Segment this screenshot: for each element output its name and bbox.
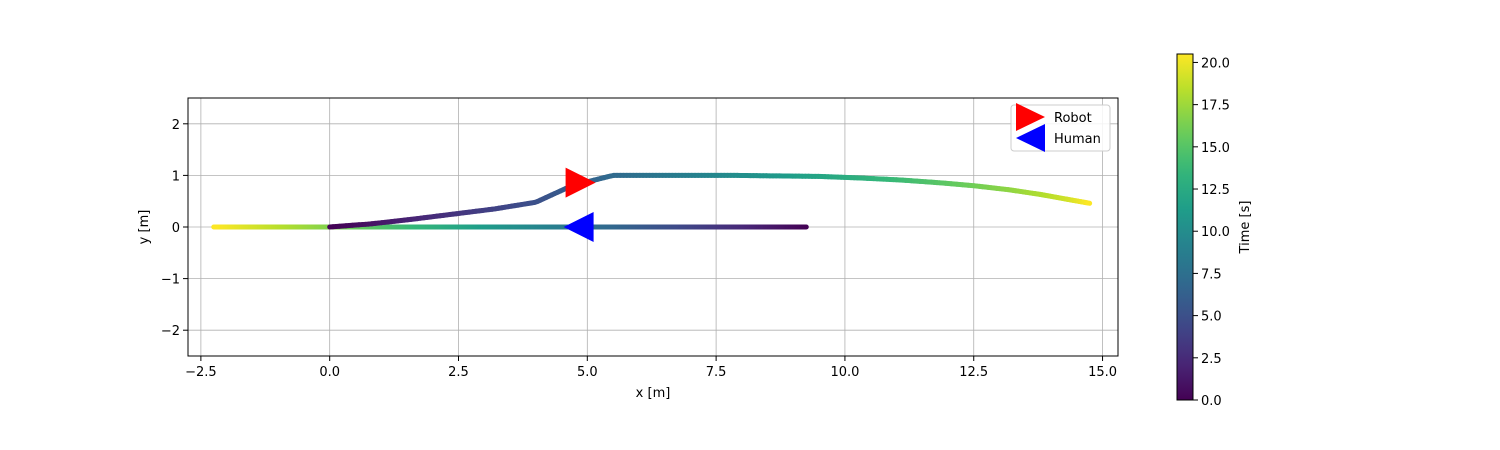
y-tick-label: 0 <box>172 221 180 236</box>
y-axis-ticks: −2 −1 0 1 2 <box>161 118 188 339</box>
x-tick-label: 12.5 <box>959 365 988 380</box>
colorbar: 0.0 2.5 5.0 7.5 10.0 12.5 15.0 17.5 20.0 Time [s… <box>1176 53 1253 409</box>
colorbar-tick-label: 12.5 <box>1201 183 1230 198</box>
colorbar-ticks: 0.0 2.5 5.0 7.5 10.0 12.5 15.0 17.5 20.0 <box>1193 56 1230 409</box>
x-tick-label: 0.0 <box>319 365 340 380</box>
x-tick-label: 7.5 <box>706 365 727 380</box>
x-tick-label: 5.0 <box>577 365 598 380</box>
colorbar-tick-label: 0.0 <box>1201 394 1222 409</box>
x-axis-ticks: −2.5 0.0 2.5 5.0 7.5 10.0 12.5 15.0 <box>185 356 1117 380</box>
human-position-marker <box>563 212 594 242</box>
colorbar-label: Time [s] <box>1238 201 1253 255</box>
legend-human-marker <box>1016 124 1045 152</box>
colorbar-tick-label: 2.5 <box>1201 352 1222 367</box>
x-tick-label: 2.5 <box>448 365 469 380</box>
colorbar-tick-label: 10.0 <box>1201 225 1230 240</box>
legend-robot-label: Robot <box>1054 111 1092 126</box>
robot-position-marker <box>565 167 596 198</box>
trajectories <box>211 172 1093 230</box>
x-tick-label: −2.5 <box>185 365 217 380</box>
colorbar-gradient <box>1176 53 1194 401</box>
legend-human-label: Human <box>1054 132 1101 147</box>
colorbar-tick-label: 7.5 <box>1201 267 1222 282</box>
colorbar-tick-label: 17.5 <box>1201 99 1230 114</box>
y-tick-label: −2 <box>161 324 180 339</box>
y-tick-label: 1 <box>172 169 180 184</box>
colorbar-tick-label: 15.0 <box>1201 141 1230 156</box>
colorbar-tick-label: 5.0 <box>1201 310 1222 325</box>
x-axis-label: x [m] <box>636 386 671 401</box>
y-tick-label: 2 <box>172 118 180 133</box>
trajectory-markers <box>563 167 596 242</box>
y-axis-label: y [m] <box>137 210 152 245</box>
legend-robot-marker <box>1016 103 1045 131</box>
colorbar-tick-label: 20.0 <box>1201 56 1230 71</box>
legend: Robot Human <box>1010 103 1111 152</box>
x-tick-label: 15.0 <box>1088 365 1117 380</box>
x-tick-label: 10.0 <box>830 365 859 380</box>
y-tick-label: −1 <box>161 273 180 288</box>
